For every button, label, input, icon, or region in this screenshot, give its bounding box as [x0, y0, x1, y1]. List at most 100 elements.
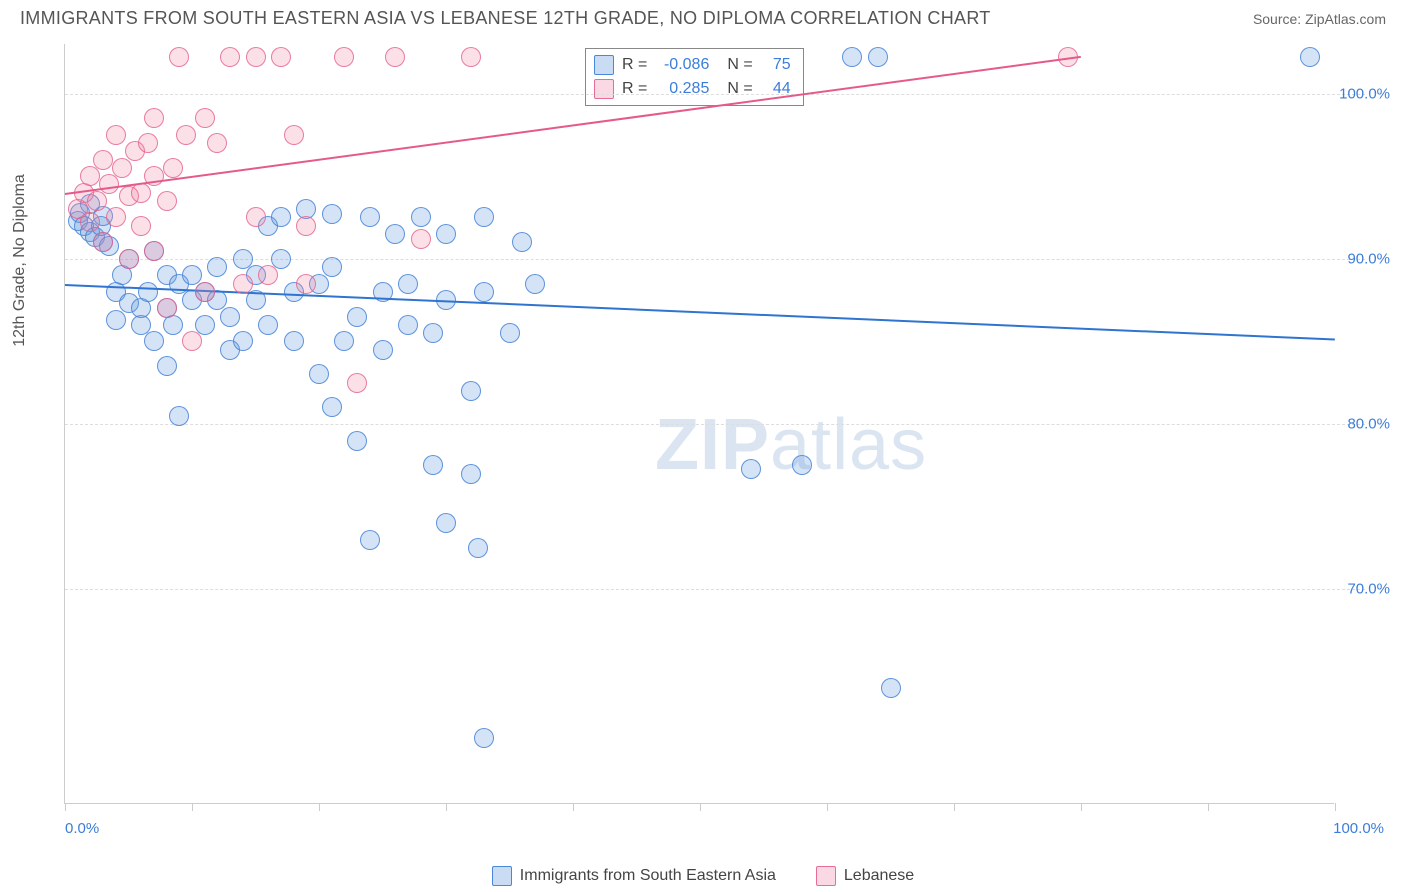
- plot-area: 12th Grade, No Diploma ZIPatlas R = -0.0…: [50, 44, 1380, 834]
- watermark: ZIPatlas: [655, 404, 927, 486]
- scatter-point: [112, 158, 132, 178]
- scatter-point: [106, 310, 126, 330]
- scatter-point: [398, 315, 418, 335]
- scatter-point: [195, 108, 215, 128]
- x-tick: [1335, 803, 1336, 811]
- scatter-point: [138, 133, 158, 153]
- scatter-point: [334, 331, 354, 351]
- scatter-point: [347, 373, 367, 393]
- scatter-point: [411, 207, 431, 227]
- scatter-point: [93, 232, 113, 252]
- scatter-point: [157, 298, 177, 318]
- x-tick: [319, 803, 320, 811]
- x-tick: [192, 803, 193, 811]
- scatter-point: [296, 216, 316, 236]
- scatter-point: [157, 191, 177, 211]
- scatter-point: [195, 315, 215, 335]
- scatter-point: [169, 406, 189, 426]
- scatter-point: [80, 212, 100, 232]
- scatter-point: [436, 513, 456, 533]
- gridline: [65, 589, 1365, 590]
- scatter-point: [271, 249, 291, 269]
- x-tick: [700, 803, 701, 811]
- scatter-point: [385, 47, 405, 67]
- swatch-pink-icon: [594, 79, 614, 99]
- legend-n-label: N =: [727, 56, 752, 74]
- scatter-point: [99, 174, 119, 194]
- y-tick-label: 80.0%: [1347, 416, 1390, 433]
- plot: ZIPatlas R = -0.086 N = 75 R = 0.285 N =…: [64, 44, 1334, 804]
- scatter-point: [741, 459, 761, 479]
- scatter-point: [398, 274, 418, 294]
- gridline: [65, 94, 1365, 95]
- scatter-point: [195, 282, 215, 302]
- scatter-point: [131, 216, 151, 236]
- scatter-point: [423, 455, 443, 475]
- scatter-point: [436, 224, 456, 244]
- scatter-point: [334, 47, 354, 67]
- source-link[interactable]: ZipAtlas.com: [1305, 11, 1386, 27]
- scatter-point: [468, 538, 488, 558]
- bottom-legend-label: Immigrants from South Eastern Asia: [520, 867, 776, 885]
- scatter-point: [220, 307, 240, 327]
- scatter-point: [246, 47, 266, 67]
- scatter-point: [474, 282, 494, 302]
- scatter-point: [138, 282, 158, 302]
- scatter-point: [373, 340, 393, 360]
- scatter-point: [500, 323, 520, 343]
- swatch-blue-icon: [492, 866, 512, 886]
- scatter-point: [106, 125, 126, 145]
- scatter-point: [284, 125, 304, 145]
- scatter-point: [144, 108, 164, 128]
- bottom-legend-item-pink: Lebanese: [816, 866, 914, 886]
- y-tick-label: 90.0%: [1347, 250, 1390, 267]
- source: Source: ZipAtlas.com: [1253, 11, 1386, 27]
- scatter-point: [207, 133, 227, 153]
- scatter-point: [233, 274, 253, 294]
- x-tick: [65, 803, 66, 811]
- x-tick: [446, 803, 447, 811]
- bottom-legend-item-blue: Immigrants from South Eastern Asia: [492, 866, 776, 886]
- scatter-point: [131, 183, 151, 203]
- gridline: [65, 424, 1365, 425]
- legend-n-blue: 75: [761, 56, 791, 74]
- legend-r-label: R =: [622, 56, 647, 74]
- scatter-point: [246, 207, 266, 227]
- y-axis-title: 12th Grade, No Diploma: [11, 174, 29, 347]
- scatter-point: [461, 464, 481, 484]
- x-tick-label: 0.0%: [65, 820, 99, 837]
- header: IMMIGRANTS FROM SOUTH EASTERN ASIA VS LE…: [0, 0, 1406, 37]
- scatter-point: [93, 150, 113, 170]
- legend-r-blue: -0.086: [655, 56, 709, 74]
- x-tick: [827, 803, 828, 811]
- scatter-point: [512, 232, 532, 252]
- scatter-point: [360, 530, 380, 550]
- scatter-point: [163, 158, 183, 178]
- x-tick: [1208, 803, 1209, 811]
- legend-n-label: N =: [727, 80, 752, 98]
- scatter-point: [176, 125, 196, 145]
- scatter-point: [157, 356, 177, 376]
- gridline: [65, 259, 1365, 260]
- scatter-point: [347, 307, 367, 327]
- scatter-point: [1300, 47, 1320, 67]
- scatter-point: [182, 331, 202, 351]
- y-tick-label: 100.0%: [1339, 85, 1390, 102]
- scatter-point: [385, 224, 405, 244]
- scatter-point: [144, 331, 164, 351]
- legend-row-blue: R = -0.086 N = 75: [594, 53, 791, 77]
- scatter-point: [284, 331, 304, 351]
- scatter-point: [347, 431, 367, 451]
- scatter-point: [423, 323, 443, 343]
- x-tick: [1081, 803, 1082, 811]
- scatter-point: [411, 229, 431, 249]
- x-tick-label: 100.0%: [1333, 820, 1384, 837]
- scatter-point: [258, 315, 278, 335]
- swatch-blue-icon: [594, 55, 614, 75]
- scatter-point: [233, 331, 253, 351]
- scatter-point: [119, 249, 139, 269]
- scatter-point: [80, 166, 100, 186]
- chart-title: IMMIGRANTS FROM SOUTH EASTERN ASIA VS LE…: [20, 8, 991, 29]
- scatter-point: [271, 207, 291, 227]
- scatter-point: [360, 207, 380, 227]
